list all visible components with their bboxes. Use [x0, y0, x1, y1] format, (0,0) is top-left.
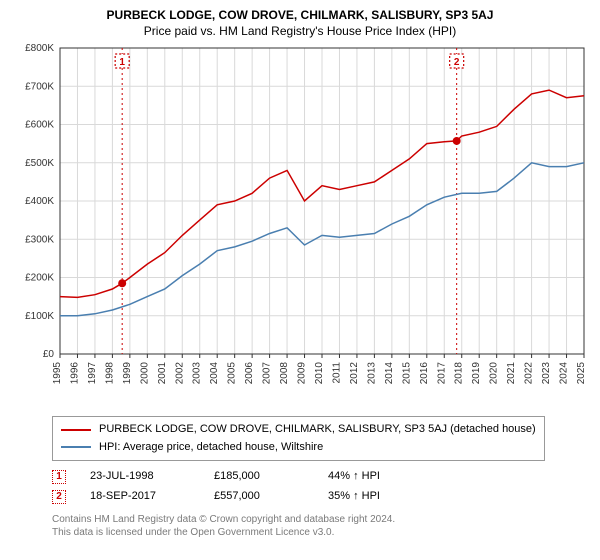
svg-text:2013: 2013	[366, 362, 377, 385]
svg-text:2022: 2022	[524, 362, 535, 385]
svg-text:2007: 2007	[262, 362, 273, 385]
svg-text:2001: 2001	[157, 362, 168, 385]
event-date: 23-JUL-1998	[90, 467, 190, 487]
svg-text:£0: £0	[43, 349, 55, 360]
svg-text:£400K: £400K	[25, 196, 54, 207]
attribution-line-1: Contains HM Land Registry data © Crown c…	[52, 513, 588, 526]
svg-text:2014: 2014	[384, 362, 395, 385]
event-marker-1: 1	[52, 470, 66, 484]
svg-text:£800K: £800K	[25, 44, 54, 54]
svg-text:2020: 2020	[489, 362, 500, 385]
svg-text:2005: 2005	[227, 362, 238, 385]
svg-text:1999: 1999	[122, 362, 133, 385]
event-marker-2: 2	[52, 490, 66, 504]
svg-text:£100K: £100K	[25, 311, 54, 322]
svg-text:2016: 2016	[419, 362, 430, 385]
svg-text:£500K: £500K	[25, 158, 54, 169]
svg-text:2018: 2018	[454, 362, 465, 385]
svg-text:1998: 1998	[104, 362, 115, 385]
svg-text:2023: 2023	[541, 362, 552, 385]
legend-item-hpi: HPI: Average price, detached house, Wilt…	[61, 439, 536, 457]
legend-swatch-subject	[61, 429, 91, 431]
event-row-2: 2 18-SEP-2017 £557,000 35% ↑ HPI	[52, 487, 588, 507]
svg-text:2: 2	[454, 57, 460, 68]
svg-text:2019: 2019	[471, 362, 482, 385]
legend-label-subject: PURBECK LODGE, COW DROVE, CHILMARK, SALI…	[99, 421, 536, 439]
svg-text:1997: 1997	[87, 362, 98, 385]
svg-text:£700K: £700K	[25, 81, 54, 92]
svg-text:1: 1	[119, 57, 125, 68]
svg-text:2024: 2024	[559, 362, 570, 385]
svg-text:2017: 2017	[436, 362, 447, 385]
legend-item-subject: PURBECK LODGE, COW DROVE, CHILMARK, SALI…	[61, 421, 536, 439]
svg-text:£200K: £200K	[25, 273, 54, 284]
svg-text:2006: 2006	[244, 362, 255, 385]
svg-text:2004: 2004	[209, 362, 220, 385]
svg-text:2025: 2025	[576, 362, 587, 385]
page-title: PURBECK LODGE, COW DROVE, CHILMARK, SALI…	[12, 8, 588, 22]
svg-text:2015: 2015	[401, 362, 412, 385]
svg-text:2000: 2000	[139, 362, 150, 385]
event-date: 18-SEP-2017	[90, 487, 190, 507]
svg-text:£600K: £600K	[25, 120, 54, 131]
legend-swatch-hpi	[61, 446, 91, 448]
svg-text:2011: 2011	[331, 362, 342, 384]
svg-text:1995: 1995	[52, 362, 63, 385]
svg-text:2002: 2002	[174, 362, 185, 385]
legend: PURBECK LODGE, COW DROVE, CHILMARK, SALI…	[52, 416, 545, 461]
svg-text:2003: 2003	[192, 362, 203, 385]
event-row-1: 1 23-JUL-1998 £185,000 44% ↑ HPI	[52, 467, 588, 487]
svg-text:2021: 2021	[506, 362, 517, 385]
event-delta: 35% ↑ HPI	[328, 487, 380, 507]
legend-label-hpi: HPI: Average price, detached house, Wilt…	[99, 439, 323, 457]
event-delta: 44% ↑ HPI	[328, 467, 380, 487]
svg-text:£300K: £300K	[25, 234, 54, 245]
attribution: Contains HM Land Registry data © Crown c…	[52, 513, 588, 539]
event-price: £557,000	[214, 487, 304, 507]
event-price: £185,000	[214, 467, 304, 487]
price-chart: £0 £100K £200K £300K £400K £500K £600K £700K £80…	[12, 44, 588, 404]
page-subtitle: Price paid vs. HM Land Registry's House …	[12, 24, 588, 38]
svg-text:2009: 2009	[297, 362, 308, 385]
svg-text:2012: 2012	[349, 362, 360, 385]
attribution-line-2: This data is licensed under the Open Gov…	[52, 526, 588, 539]
svg-text:2008: 2008	[279, 362, 290, 385]
svg-text:2010: 2010	[314, 362, 325, 385]
svg-text:1996: 1996	[69, 362, 80, 385]
